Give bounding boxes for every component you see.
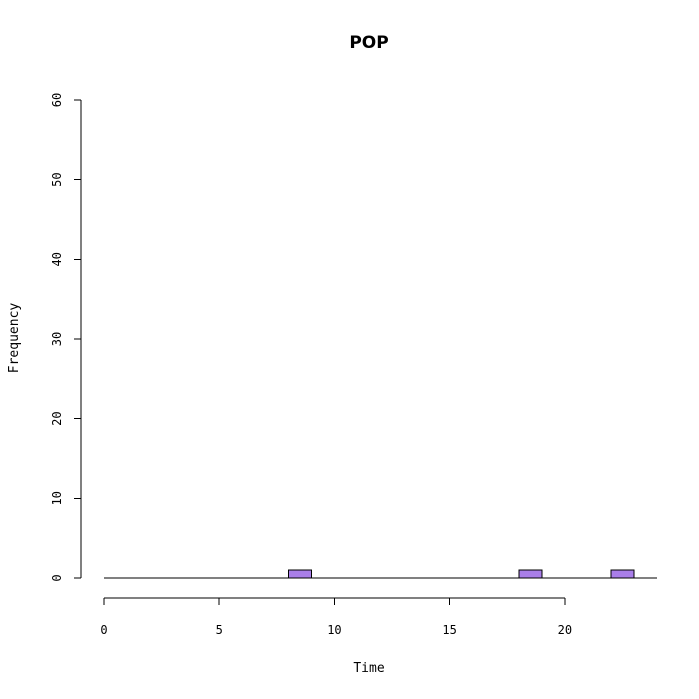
- histogram-bars: [287, 569, 635, 579]
- histogram-bar: [287, 569, 312, 579]
- y-tick-label: 20: [50, 411, 64, 425]
- y-tick-label: 30: [50, 332, 64, 346]
- y-axis: 0 10 20 30 40 50 60: [50, 93, 82, 582]
- x-tick-label: 20: [558, 623, 572, 637]
- x-tick-label: 15: [442, 623, 456, 637]
- y-tick-label: 10: [50, 491, 64, 505]
- y-axis-title: Frequency: [7, 303, 22, 374]
- x-tick-label: 10: [327, 623, 341, 637]
- x-axis: 0 5 10 15 20: [100, 597, 572, 637]
- x-tick-label: 5: [216, 623, 223, 637]
- y-tick-label: 60: [50, 93, 64, 107]
- chart-title: POP: [349, 33, 388, 53]
- y-tick-label: 0: [50, 574, 64, 581]
- x-axis-title: Time: [353, 661, 384, 676]
- x-tick-label: 0: [100, 623, 107, 637]
- y-tick-label: 50: [50, 172, 64, 186]
- histogram-bar: [518, 569, 543, 579]
- y-tick-label: 40: [50, 252, 64, 266]
- histogram-bar: [610, 569, 635, 579]
